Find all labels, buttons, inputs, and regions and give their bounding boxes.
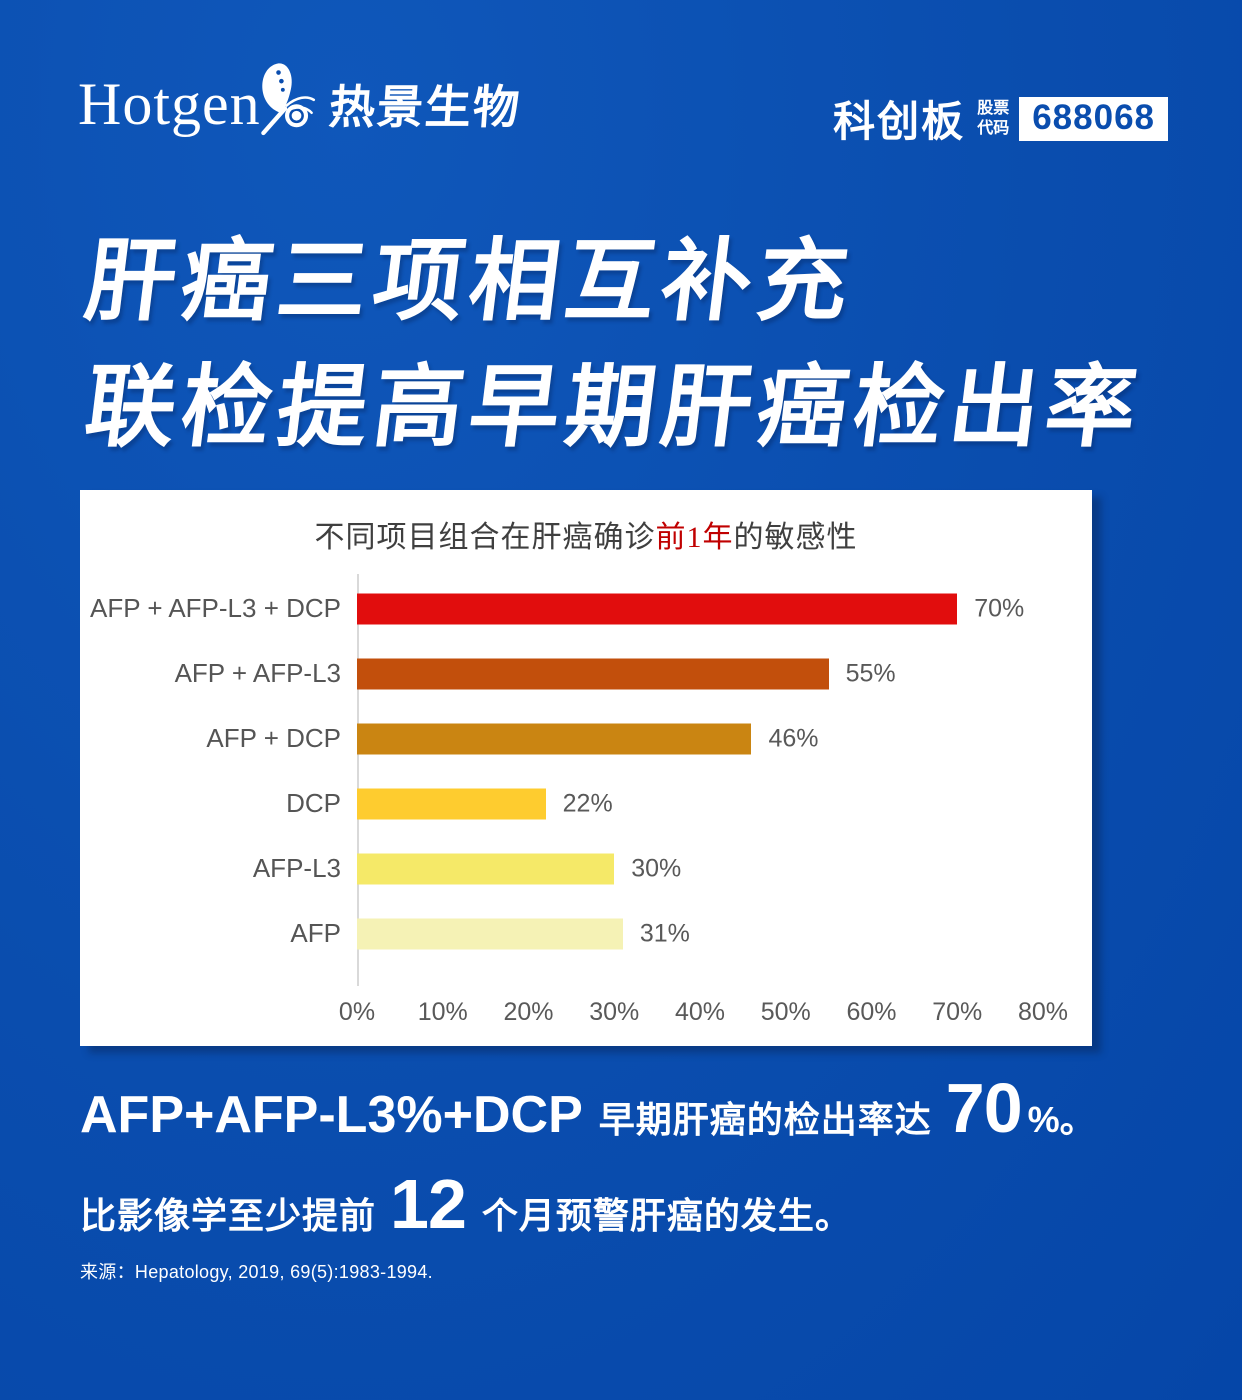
chart-row: AFP-L3 30% [80,836,1092,901]
x-tick-label: 0% [338,998,376,1026]
stock-caption-line1: 股票 [977,100,1010,118]
callout-line-1: AFP+AFP-L3%+DCP 早期肝癌的检出率达 70 %。 [80,1068,1096,1148]
stock-caption-line2: 代码 [977,119,1010,137]
chart-title-highlight: 前1年 [655,521,734,554]
bar-value-label: 30% [631,854,682,882]
page-title: 肝癌三项相互补充 联检提高早期肝癌检出率 [80,232,1148,458]
bar [357,918,623,949]
chart-title: 不同项目组合在肝癌确诊前1年的敏感性 [80,512,1092,556]
source-label: 来源： [80,1262,135,1282]
bar-value-label: 70% [974,594,1025,622]
callout-line1-suffix: %。 [1027,1099,1096,1140]
bar [357,853,615,884]
bar [357,658,829,689]
x-tick-label: 80% [1017,998,1069,1026]
bar-track: 55% [357,641,1043,706]
x-tick-label: 40% [674,998,726,1026]
chart-row: AFP + DCP 46% [80,706,1092,771]
source-citation: 来源：Hepatology, 2019, 69(5):1983-1994. [80,1258,433,1284]
callout-block: AFP+AFP-L3%+DCP 早期肝癌的检出率达 70 %。 比影像学至少提前… [80,1068,1096,1244]
bar [357,723,752,754]
stock-code-badge: 688068 [1019,96,1168,141]
title-line-1: 肝癌三项相互补充 [79,232,860,332]
bar-value-label: 31% [639,919,690,947]
y-axis-line [357,574,359,986]
callout-combo-label: AFP+AFP-L3%+DCP [80,1086,583,1144]
callout-line-2: 比影像学至少提前 12 个月预警肝癌的发生。 [80,1164,1096,1244]
callout-line1-text: 早期肝癌的检出率达 [598,1099,932,1140]
x-tick-label: 50% [760,998,811,1026]
x-axis-ticks: 0% 10% 20% 30% 40% 50% 60% 70% 80% [339,998,1068,1028]
chart-panel: 不同项目组合在肝癌确诊前1年的敏感性 AFP + AFP-L3 + DCP 70%… [80,490,1092,1046]
bar-track: 30% [357,836,1043,901]
board-label: 科创板 [833,98,966,145]
chart-row: AFP + AFP-L3 55% [80,641,1092,706]
title-line-2: 联检提高早期肝癌检出率 [79,357,1148,458]
callout-line2-suffix: 个月预警肝癌的发生。 [481,1195,852,1236]
bar-value-label: 46% [768,724,819,752]
x-tick-label: 10% [417,998,468,1026]
chart-row: AFP + AFP-L3 + DCP 70% [80,576,1092,641]
bar-chart: AFP + AFP-L3 + DCP 70% AFP + AFP-L3 55% AFP … [80,576,1092,966]
source-text: Hepatology, 2019, 69(5):1983-1994. [134,1262,433,1282]
category-label: AFP + AFP-L3 + DCP [90,593,341,623]
logo-wordmark: Hotgen [78,71,261,137]
chart-row: DCP 22% [80,771,1092,836]
callout-rate-number: 70 [945,1069,1023,1147]
bar-track: 46% [357,706,1043,771]
stock-info: 科创板 股票 代码 688068 [833,88,1168,149]
category-label: AFP-L3 [252,853,341,883]
butterfly-icon [260,63,315,136]
x-tick-label: 70% [932,998,983,1026]
x-tick-label: 20% [503,998,554,1026]
bar-value-label: 55% [845,659,896,687]
category-label: AFP [290,918,341,948]
category-label: DCP [286,788,341,818]
logo-cn-text: 热景生物 [326,81,523,133]
stock-code-caption: 股票 代码 [977,99,1009,137]
brand-logo: Hotgen 热景生物 [78,48,523,137]
bar-track: 70% [357,576,1043,641]
callout-months-number: 12 [390,1165,467,1243]
x-tick-label: 30% [589,998,640,1026]
bar-value-label: 22% [562,789,613,817]
chart-title-prefix: 不同项目组合在肝癌确诊 [314,521,656,554]
x-tick-label: 60% [846,998,897,1026]
bar [357,593,958,624]
chart-row: AFP 31% [80,901,1092,966]
chart-title-suffix: 的敏感性 [733,521,858,554]
callout-line2-text: 比影像学至少提前 [80,1195,377,1236]
category-label: AFP + DCP [206,723,341,753]
bar-track: 31% [357,901,1043,966]
category-label: AFP + AFP-L3 [174,658,341,688]
bar-track: 22% [357,771,1043,836]
bar [357,788,546,819]
